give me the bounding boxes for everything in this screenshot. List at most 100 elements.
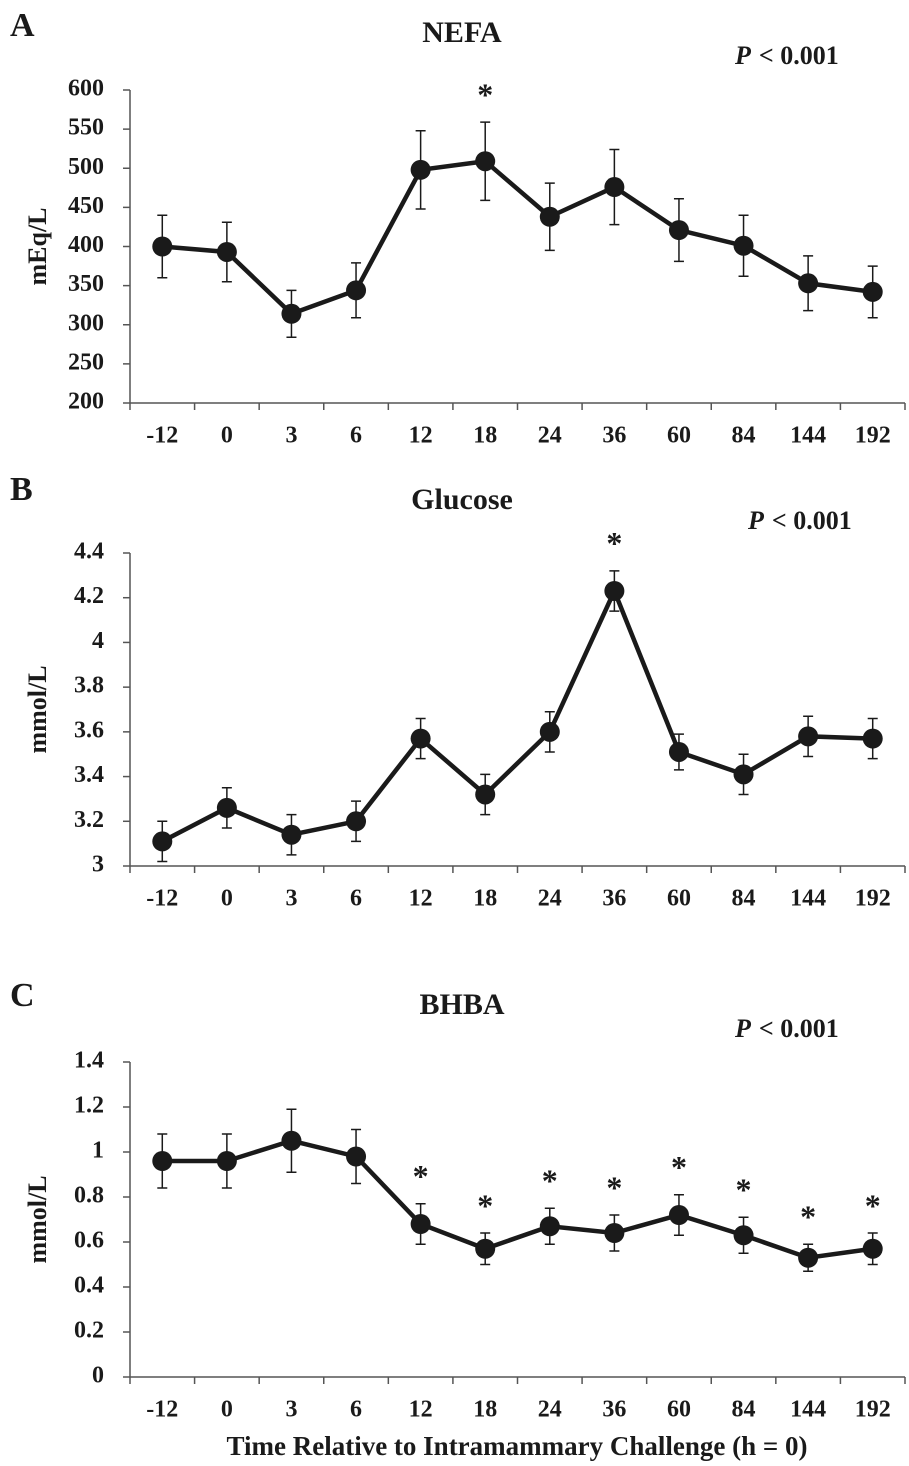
data-point [152,1151,173,1171]
x-tick-label: 18 [473,423,497,449]
y-axis-label: mEq/L [23,207,52,285]
y-tick-label: 1.4 [74,1048,104,1074]
panel-label: B [10,471,33,508]
data-point [346,811,367,832]
y-tick-label: 1 [92,1138,104,1164]
y-tick-label: 350 [68,271,104,297]
y-tick-label: 4 [92,628,104,654]
p-value: P < 0.001 [734,41,839,70]
data-point [216,241,237,262]
x-tick-label: 192 [855,423,891,449]
significance-marker: * [413,1158,429,1194]
panel-label: A [10,7,35,44]
data-point [798,273,819,294]
x-tick-label: 0 [221,423,233,449]
data-point [410,159,431,180]
x-tick-label: 36 [602,423,626,449]
x-axis-label: Time Relative to Intramammary Challenge … [226,1431,807,1461]
data-point [604,177,625,198]
x-tick-label: 24 [538,886,562,912]
y-tick-label: 450 [68,193,104,219]
y-tick-label: 600 [68,76,104,102]
data-point [539,721,560,742]
p-text: < 0.001 [759,41,839,70]
chart-title: BHBA [419,988,504,1021]
significance-marker: * [477,76,493,112]
p-symbol: P [747,506,765,535]
x-tick-label: 60 [667,423,691,449]
data-point [798,726,819,747]
x-tick-label: -12 [146,1397,178,1423]
y-tick-label: 3.4 [74,762,104,788]
y-tick-label: 0.2 [74,1318,104,1344]
y-tick-label: 400 [68,232,104,258]
data-point [475,151,496,172]
data-point [152,236,173,257]
y-tick-label: 4.2 [74,583,104,609]
data-point [604,1223,625,1243]
y-tick-label: 3.6 [74,717,104,743]
data-point [539,1216,560,1237]
x-tick-label: -12 [146,423,178,449]
p-value: P < 0.001 [734,1014,839,1043]
y-tick-label: 3 [92,852,104,878]
significance-marker: * [606,1169,622,1205]
data-point [346,1146,367,1167]
x-tick-label: 144 [790,1397,826,1423]
x-tick-label: 36 [602,1397,626,1423]
y-tick-label: 0.8 [74,1183,104,1209]
y-tick-label: 3.8 [74,673,104,699]
x-tick-label: 6 [350,423,362,449]
data-line [162,1138,874,1261]
x-tick-label: -12 [146,886,178,912]
x-tick-label: 60 [667,886,691,912]
significance-marker: * [800,1199,816,1235]
data-point [346,280,367,301]
data-line [161,585,873,844]
x-tick-label: 18 [473,1397,497,1423]
chart-title: NEFA [422,16,502,49]
significance-marker: * [671,1149,687,1185]
x-tick-label: 144 [790,423,826,449]
significance-marker: * [606,525,622,561]
data-point [733,235,754,256]
y-axis-label: mmol/L [23,1175,52,1263]
x-tick-label: 12 [409,886,433,912]
data-point [862,281,883,302]
data-point [604,581,625,602]
y-axis-label: mmol/L [23,665,52,753]
x-tick-label: 36 [602,886,626,912]
data-point [862,728,883,749]
x-tick-label: 18 [473,886,497,912]
data-point [862,1238,883,1259]
data-point [668,1205,689,1225]
data-point [281,824,302,845]
data-point [281,1130,302,1151]
y-tick-label: 500 [68,154,104,180]
y-tick-label: 0.6 [74,1228,104,1254]
x-tick-label: 192 [855,1397,891,1423]
p-symbol: P [734,1014,752,1043]
p-symbol: P [734,41,752,70]
data-point [668,220,689,241]
significance-marker: * [736,1172,752,1208]
y-tick-label: 250 [68,349,104,375]
y-tick-label: 4.4 [74,539,104,565]
data-point [733,1225,754,1246]
p-text: < 0.001 [772,506,852,535]
data-point [152,831,173,852]
y-tick-label: 3.2 [74,807,104,833]
significance-marker: * [477,1187,493,1223]
data-point [668,741,689,762]
data-line [162,158,874,317]
x-tick-label: 3 [285,1397,297,1423]
y-tick-label: 1.2 [74,1093,104,1119]
x-tick-label: 0 [221,886,233,912]
significance-marker: * [542,1163,558,1199]
data-point [281,303,302,324]
y-tick-label: 0 [92,1363,104,1389]
data-point [216,1151,237,1171]
x-tick-label: 3 [285,423,297,449]
significance-marker: * [865,1187,881,1223]
data-point [798,1247,819,1268]
